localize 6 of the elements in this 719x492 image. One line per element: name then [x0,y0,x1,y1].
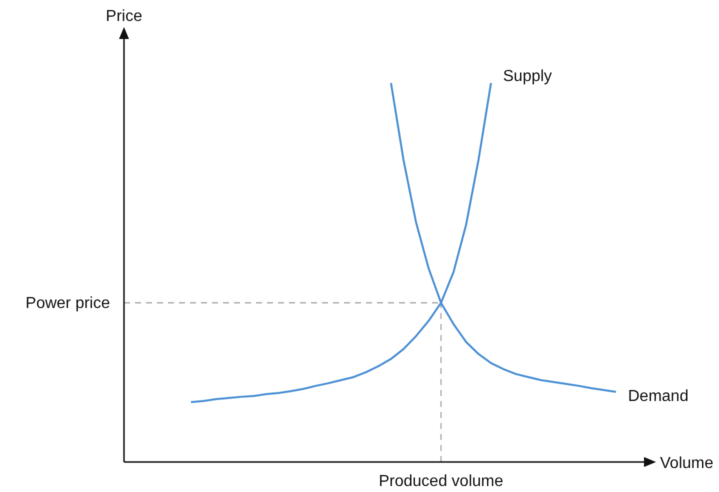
series-label: Supply [503,68,552,85]
x-axis-title: Volume [660,455,714,472]
ref-line-label: Power price [26,294,110,312]
series-label: Demand [628,388,688,405]
text: Produced volume [378,473,504,490]
y-axis-title: Price [106,8,142,25]
